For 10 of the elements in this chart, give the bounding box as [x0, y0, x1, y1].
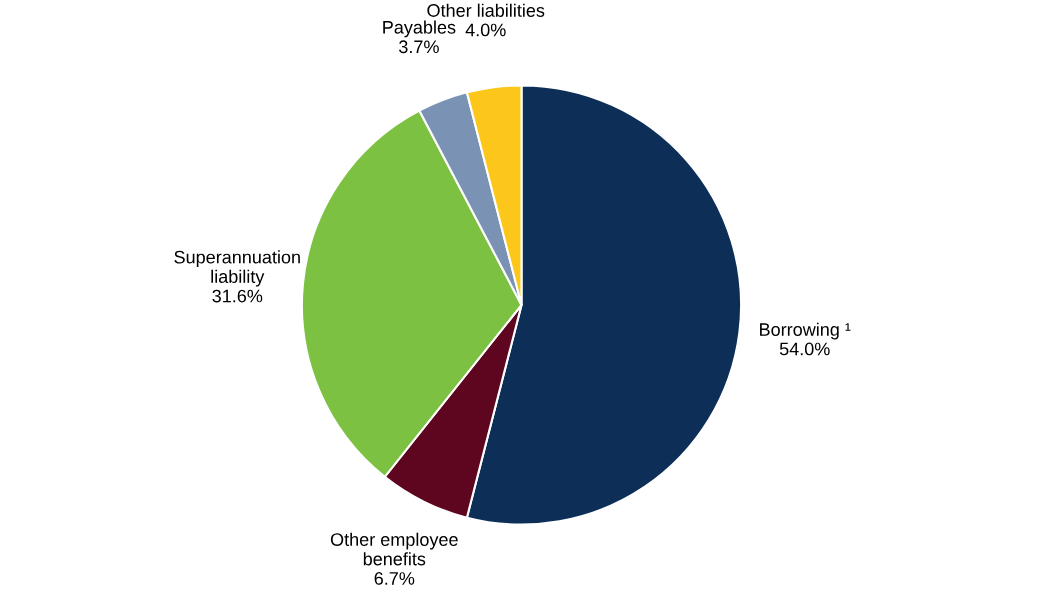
slice-label: Other employee benefits [330, 532, 458, 566]
slice-label: Payables [383, 20, 456, 38]
slice-label: Superannuation liability [174, 250, 300, 287]
data-label: 3.7% [399, 40, 439, 54]
data-label: 54.0% [779, 342, 830, 356]
slice-label: Borrowing ¹ [760, 322, 851, 340]
data-label: 4.0% [465, 23, 506, 37]
data-label: 6.7% [374, 572, 415, 585]
data-label: 31.6% [212, 289, 263, 303]
slice-label: Other liabilities [427, 3, 545, 17]
